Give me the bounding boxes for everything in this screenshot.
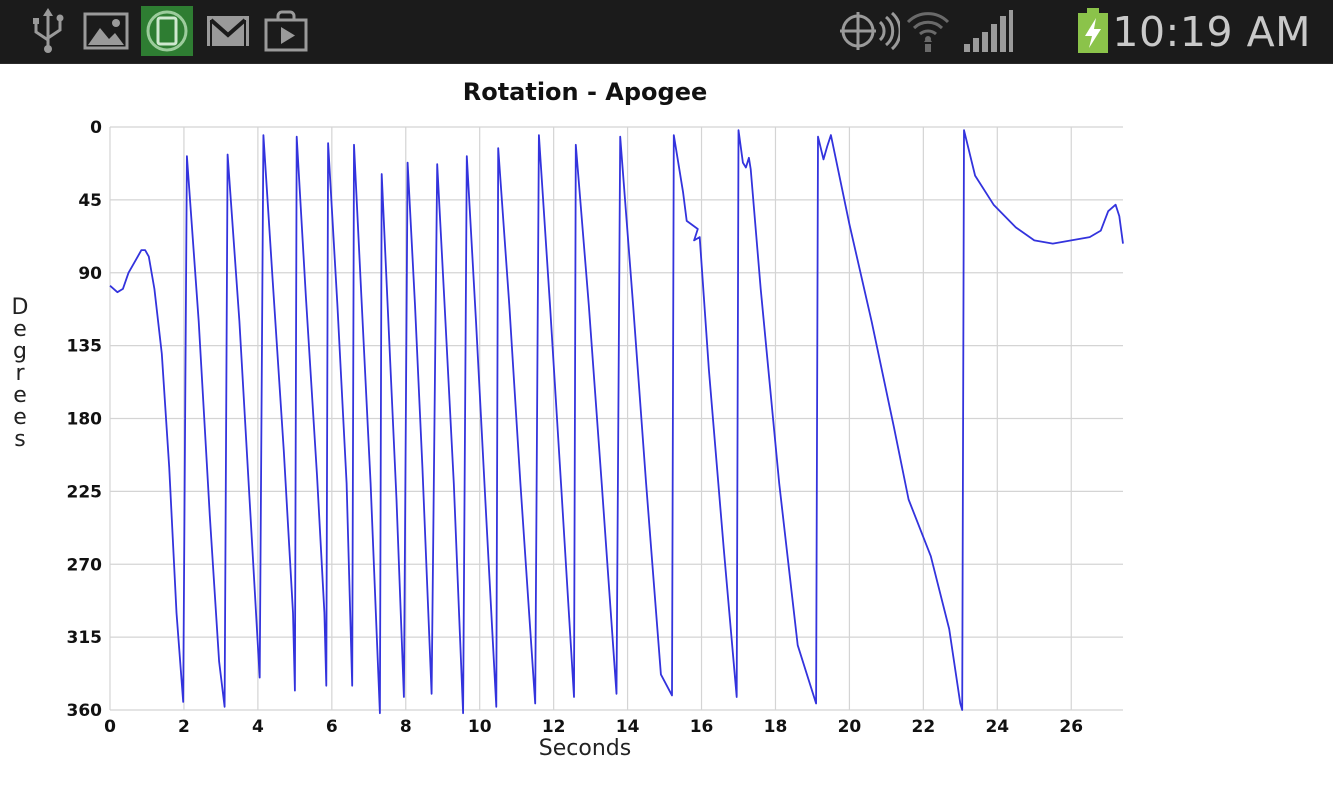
y-tick-label: 225	[67, 482, 103, 502]
x-tick-label: 4	[252, 717, 264, 737]
usb-icon	[33, 8, 64, 53]
gmail-icon	[207, 16, 249, 46]
chart-title: Rotation - Apogee	[463, 78, 708, 106]
x-tick-label: 20	[838, 717, 862, 737]
y-tick-label: 180	[67, 410, 103, 430]
gallery-icon	[83, 12, 129, 50]
x-tick-label: 0	[104, 717, 116, 737]
y-axis-title-letter: e	[13, 317, 27, 342]
x-tick-label: 14	[616, 717, 640, 737]
x-tick-label: 24	[985, 717, 1009, 737]
x-tick-label: 10	[468, 717, 492, 737]
play-store-icon	[264, 10, 308, 52]
y-tick-label: 135	[67, 337, 103, 357]
y-tick-label: 45	[78, 191, 102, 211]
y-axis-title-letter: e	[13, 405, 27, 430]
rotation-chart: Rotation - Apogee 0459013518022527031536…	[12, 78, 1124, 761]
x-tick-label: 18	[764, 717, 788, 737]
series-line	[109, 129, 1124, 715]
wifi-icon	[906, 12, 950, 52]
battery-charging-icon	[1078, 8, 1108, 53]
y-tick-label: 0	[90, 118, 102, 138]
gps-signal-icon	[840, 11, 900, 51]
y-axis-title-letter: e	[13, 383, 27, 408]
x-tick-label: 2	[178, 717, 190, 737]
x-tick-label: 6	[326, 717, 338, 737]
status-bar: 10:19 AM	[0, 0, 1333, 64]
x-tick-label: 8	[400, 717, 412, 737]
y-tick-label: 270	[67, 555, 103, 575]
y-axis-title-letter: s	[14, 427, 25, 452]
y-axis-title-letter: D	[12, 295, 29, 320]
y-axis-ticks: 0 45 90 135 180 225 270 315 360	[67, 118, 103, 721]
y-tick-label: 360	[67, 701, 103, 721]
x-axis-title: Seconds	[539, 736, 631, 761]
y-tick-label: 90	[78, 264, 102, 284]
x-tick-label: 12	[542, 717, 566, 737]
x-axis-ticks: 0 2 4 6 8 10 12 14 16 18 20 22 24 26	[104, 717, 1083, 737]
status-time: 10:19 AM	[1112, 8, 1311, 56]
y-axis-title-letter: g	[13, 339, 27, 364]
y-tick-label: 315	[67, 628, 103, 648]
x-tick-label: 16	[690, 717, 714, 737]
cell-signal-icon	[964, 10, 1013, 52]
x-tick-label: 26	[1059, 717, 1083, 737]
y-axis-title-letter: r	[15, 361, 25, 386]
x-tick-label: 22	[912, 717, 936, 737]
chart-area: Rotation - Apogee 0 45 90 135 180 225 270 315 36…	[0, 64, 1333, 800]
screen-rotation-icon	[141, 6, 193, 56]
